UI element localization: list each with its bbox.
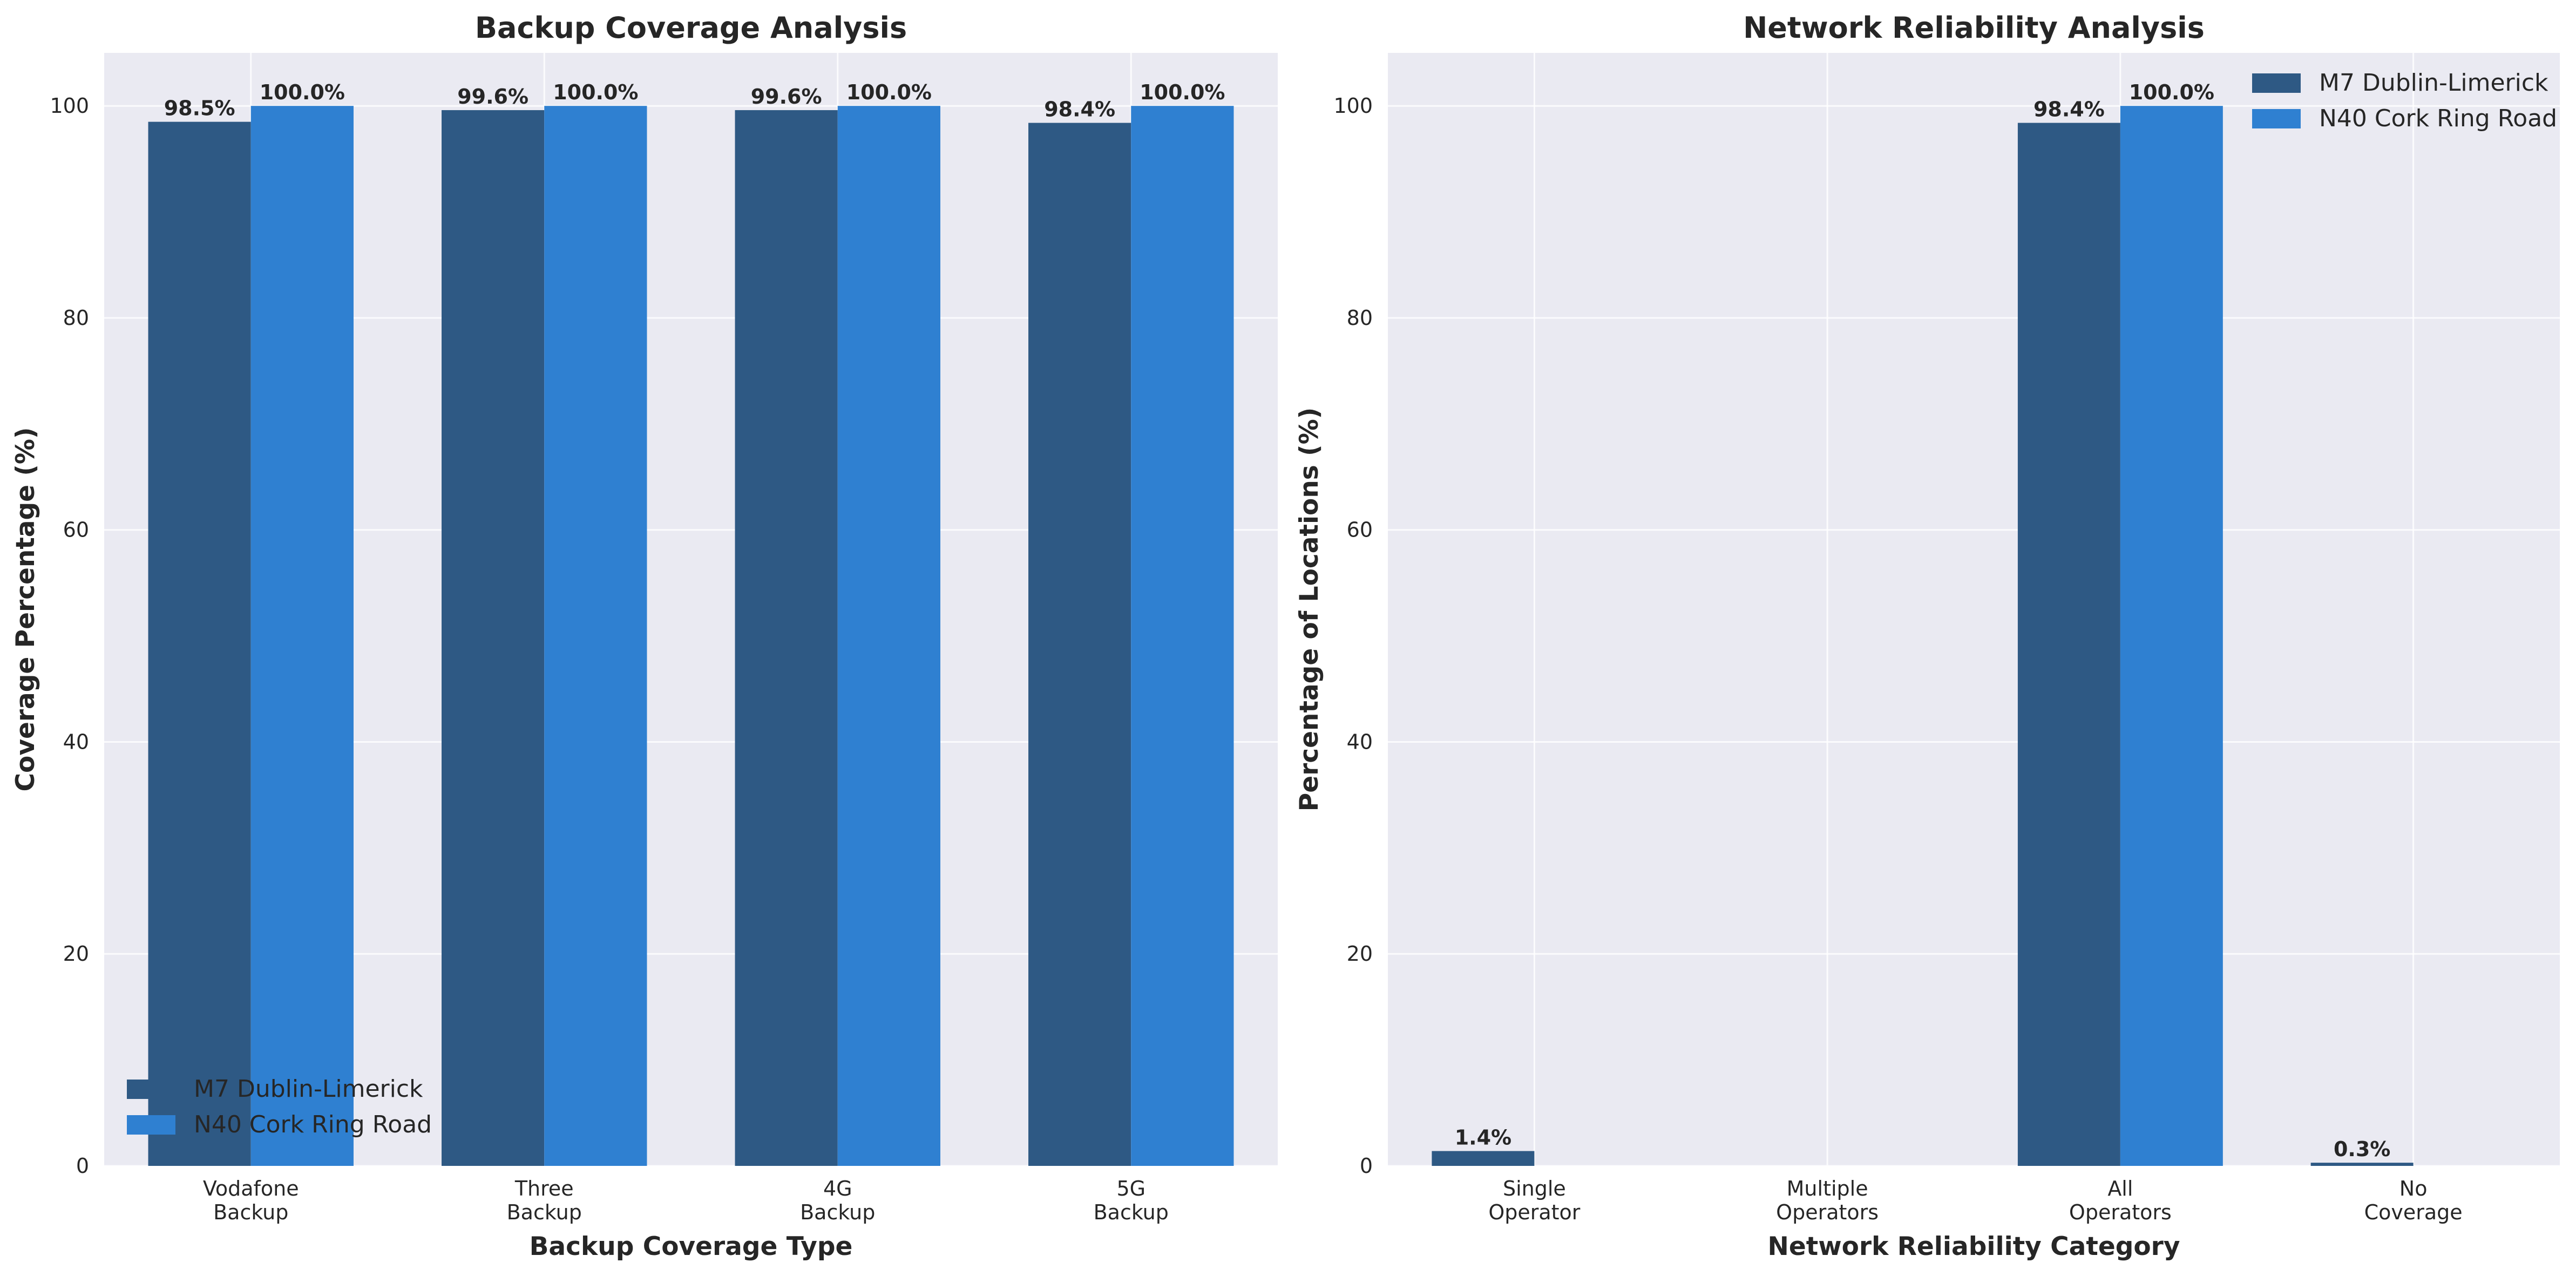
y-tick-label: 60 — [1347, 518, 1373, 542]
y-tick-label: 80 — [63, 306, 89, 330]
data-label: 100.0% — [260, 80, 345, 104]
data-label: 98.4% — [2033, 98, 2105, 121]
y-tick-label: 80 — [1347, 306, 1373, 330]
x-tick-label: Backup — [507, 1200, 582, 1224]
bar — [148, 121, 251, 1166]
x-tick-label: 5G — [1116, 1177, 1145, 1200]
data-label: 0.3% — [2334, 1137, 2390, 1161]
legend: M7 Dublin-Limerick N40 Cork Ring Road — [2252, 69, 2557, 132]
x-tick-label: Multiple — [1787, 1177, 1868, 1200]
chart-title: Backup Coverage Analysis — [475, 11, 907, 45]
bar — [1028, 123, 1131, 1166]
data-label: 99.6% — [457, 85, 528, 108]
x-tick-label: Backup — [213, 1200, 288, 1224]
legend-swatch — [127, 1115, 175, 1135]
y-tick-label: 100 — [1333, 94, 1373, 118]
x-tick-label: Operators — [2069, 1200, 2172, 1224]
x-axis-title: Backup Coverage Type — [530, 1232, 853, 1261]
x-tick-label: Operator — [1488, 1200, 1580, 1224]
data-label: 100.0% — [1140, 80, 1225, 104]
bar — [2310, 1163, 2414, 1166]
bar — [735, 110, 838, 1166]
x-tick-label: Three — [514, 1177, 574, 1200]
bar — [442, 110, 545, 1166]
data-label: 99.6% — [751, 85, 822, 108]
bar — [2120, 106, 2223, 1166]
legend-swatch — [127, 1080, 175, 1099]
y-tick-label: 60 — [63, 518, 89, 542]
y-tick-label: 100 — [50, 94, 89, 118]
bar — [1432, 1151, 1535, 1166]
legend-label: N40 Cork Ring Road — [194, 1111, 432, 1138]
y-tick-label: 40 — [1347, 730, 1373, 754]
x-tick-label: Backup — [800, 1200, 875, 1224]
bar — [250, 106, 354, 1166]
chart-panel-2: 0204060801001.4%98.4%0.3%100.0%SingleOpe… — [1294, 11, 2560, 1261]
x-tick-label: Operators — [1776, 1200, 1879, 1224]
legend-swatch — [2252, 73, 2301, 93]
x-tick-label: Single — [1503, 1177, 1566, 1200]
y-tick-label: 20 — [63, 942, 89, 966]
x-tick-label: No — [2399, 1177, 2428, 1200]
bar — [1131, 106, 1234, 1166]
x-axis-title: Network Reliability Category — [1768, 1232, 2180, 1261]
y-tick-label: 20 — [1347, 942, 1373, 966]
x-tick-label: 4G — [823, 1177, 852, 1200]
y-axis-title: Percentage of Locations (%) — [1294, 408, 1324, 811]
x-tick-label: Backup — [1094, 1200, 1169, 1224]
bar — [837, 106, 940, 1166]
data-label: 1.4% — [1455, 1126, 1511, 1150]
y-axis-title: Coverage Percentage (%) — [11, 427, 40, 792]
data-label: 98.4% — [1044, 98, 1115, 121]
legend-label: M7 Dublin-Limerick — [2319, 69, 2548, 97]
data-label: 100.0% — [553, 80, 638, 104]
y-tick-label: 0 — [76, 1154, 89, 1178]
legend-swatch — [2252, 109, 2301, 128]
plot-area — [1388, 53, 2560, 1166]
data-label: 100.0% — [2129, 80, 2214, 104]
data-label: 100.0% — [846, 80, 932, 104]
y-tick-label: 40 — [63, 730, 89, 754]
x-tick-label: All — [2107, 1177, 2133, 1200]
chart-panel-1: 0 20 40 60 80 100 98.5% 99.6% 99.6% 98.4% 100.0% 10… — [11, 11, 1278, 1261]
chart-title: Network Reliability Analysis — [1743, 11, 2205, 45]
x-tick-label: Vodafone — [203, 1177, 299, 1200]
legend: M7 Dublin-Limerick N40 Cork Ring Road — [127, 1075, 432, 1138]
x-tick-label: Coverage — [2364, 1200, 2463, 1224]
bar — [2017, 123, 2120, 1166]
legend-label: M7 Dublin-Limerick — [194, 1075, 423, 1103]
bar — [544, 106, 647, 1166]
data-label: 98.5% — [164, 97, 235, 120]
y-tick-label: 0 — [1360, 1154, 1373, 1178]
legend-label: N40 Cork Ring Road — [2319, 105, 2557, 132]
